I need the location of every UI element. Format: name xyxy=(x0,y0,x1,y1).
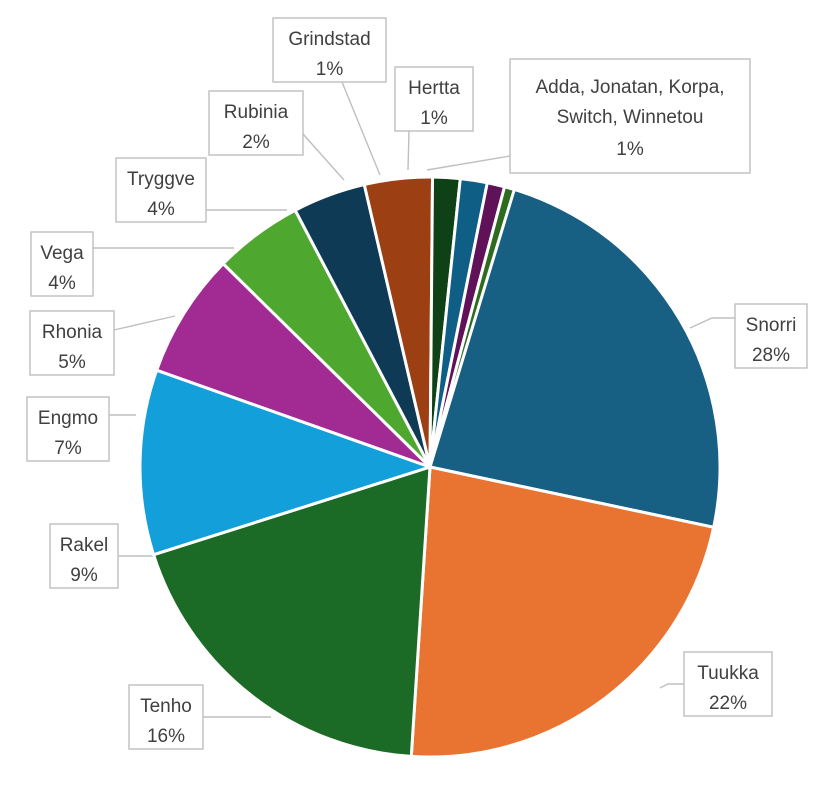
data-label-callout-4: Rakel 9% xyxy=(49,523,119,589)
slice-name-label: Engmo xyxy=(38,408,98,429)
pie-slice-5 xyxy=(154,261,432,469)
pie-slice-4 xyxy=(138,368,435,557)
data-label-callout-1: Snorri 28% xyxy=(734,303,808,369)
callout-box xyxy=(208,90,304,156)
callout-box xyxy=(509,58,751,174)
slice-percent-label: 16% xyxy=(147,726,185,747)
slice-percent-label: 22% xyxy=(709,693,747,714)
data-label-callout-6: Rhonia 5% xyxy=(29,310,115,376)
slice-name-label-part-2: Switch, Winnetou xyxy=(557,107,704,128)
leader-line-12 xyxy=(426,155,511,171)
leader-line-2 xyxy=(659,683,684,689)
callout-box xyxy=(26,396,110,462)
leader-line-9 xyxy=(302,133,345,181)
pie-slice-3 xyxy=(151,464,432,758)
slice-name-label: Hertta xyxy=(408,78,460,99)
slice-name-label: Rakel xyxy=(60,535,109,556)
data-label-callout-12: Adda, Jonatan, Korpa, Switch, Winnetou 1% xyxy=(509,58,751,174)
slice-percent-label: 7% xyxy=(54,438,82,459)
callout-box xyxy=(128,684,204,750)
callout-box xyxy=(115,157,207,223)
slice-name-label: Snorri xyxy=(746,315,797,336)
callout-box xyxy=(734,303,808,369)
pie-slice-12 xyxy=(428,184,517,468)
pie-slice-2 xyxy=(409,465,716,759)
slice-name-label: Grindstad xyxy=(288,29,370,50)
slice-name-label: Tuukka xyxy=(697,663,759,684)
callout-box xyxy=(49,523,119,589)
slice-percent-label: 1% xyxy=(420,108,448,129)
callout-box xyxy=(683,651,773,717)
data-label-callout-11: Hertta 1% xyxy=(394,66,474,132)
data-label-callout-5: Engmo 7% xyxy=(26,396,110,462)
slice-percent-label: 9% xyxy=(70,565,98,586)
slice-percent-label: 28% xyxy=(752,345,790,366)
data-label-callout-2: Tuukka 22% xyxy=(683,651,773,717)
data-label-callout-10: Grindstad 1% xyxy=(272,17,387,83)
leader-line-1 xyxy=(689,317,735,329)
callout-box xyxy=(30,231,94,297)
slice-name-label: Tenho xyxy=(140,696,192,717)
callout-box xyxy=(29,310,115,376)
leader-line-10 xyxy=(341,81,381,176)
data-label-callout-9: Rubinia 2% xyxy=(208,90,304,156)
slice-name-label: Tryggve xyxy=(127,169,195,190)
leader-line-6 xyxy=(113,315,176,331)
slice-percent-label: 1% xyxy=(316,59,344,80)
slice-percent-label: 4% xyxy=(147,199,175,220)
slice-name-label-part-1: Adda, Jonatan, Korpa, xyxy=(535,77,724,98)
data-label-callout-7: Vega 4% xyxy=(30,231,94,297)
data-label-callout-8: Tryggve 4% xyxy=(115,157,207,223)
slice-percent-label: 1% xyxy=(616,139,644,160)
slice-name-label: Vega xyxy=(40,243,84,264)
slice-name-label: Rubinia xyxy=(224,102,289,123)
slice-percent-label: 2% xyxy=(242,132,270,153)
callout-box xyxy=(272,17,387,83)
slice-name-label: Rhonia xyxy=(42,322,103,343)
leader-line-11 xyxy=(407,130,410,171)
slice-percent-label: 4% xyxy=(48,273,76,294)
data-label-callout-3: Tenho 16% xyxy=(128,684,204,750)
callout-box xyxy=(394,66,474,132)
slice-percent-label: 5% xyxy=(58,352,86,373)
